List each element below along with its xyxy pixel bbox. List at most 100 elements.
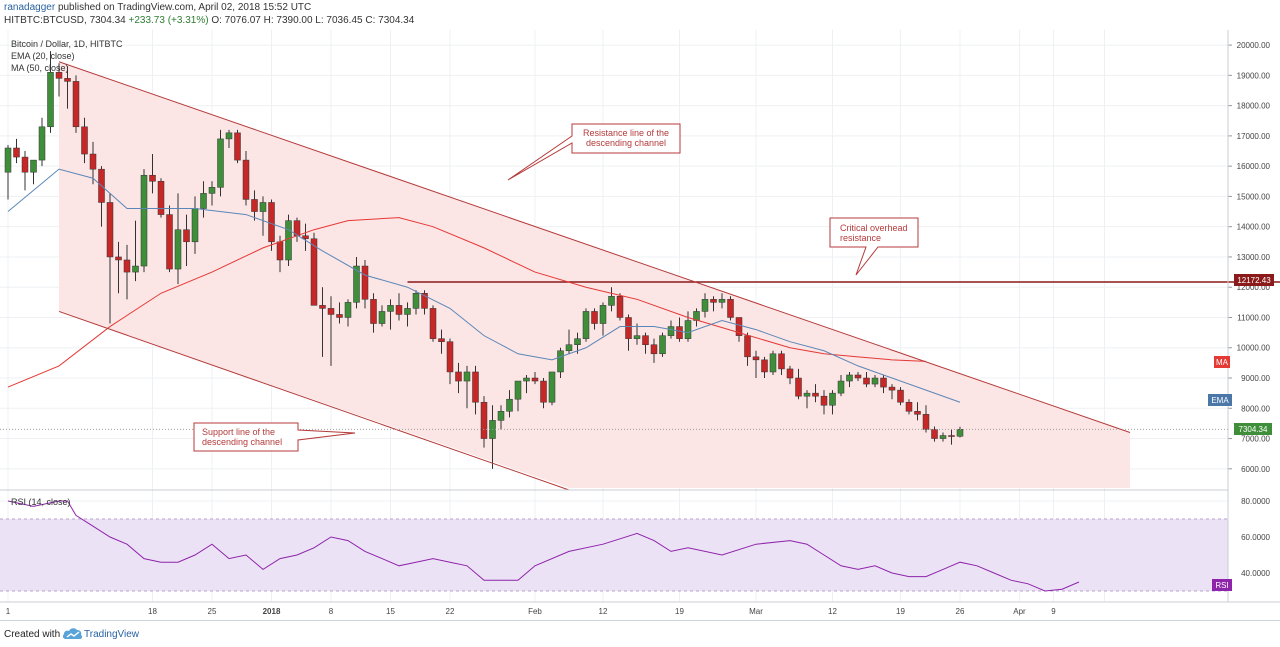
time-tick-label: 15	[386, 607, 395, 616]
time-tick-label: 19	[675, 607, 684, 616]
candle-body	[523, 377, 530, 382]
candle-body	[854, 374, 862, 379]
candle-body	[506, 398, 513, 412]
tradingview-link[interactable]: TradingView	[84, 629, 140, 640]
candle-body	[616, 296, 624, 318]
rsi-tick-label: 60.0000	[1241, 533, 1270, 542]
axis-labels: 6000.00 7000.00 8000.00 9000.00 10000.00 1100…	[6, 41, 1271, 616]
time-tick-label: 12	[828, 607, 837, 616]
candle-body	[812, 392, 819, 397]
price-tick-label: 18000.00	[1237, 102, 1271, 111]
critical-annotation: Critical overhead resistance	[829, 217, 919, 276]
candle-body	[242, 159, 250, 200]
time-tick-label: 2018	[263, 607, 281, 616]
candle-body	[55, 72, 63, 79]
candle-body	[200, 193, 207, 209]
price-tick-label: 11000.00	[1237, 313, 1270, 322]
candle-body	[863, 377, 870, 385]
time-tick-label: 9	[1051, 607, 1056, 616]
legend-rsi: RSI (14, close)	[11, 497, 71, 507]
price-tick-label: 13000.00	[1237, 253, 1271, 262]
candle-body	[387, 305, 394, 312]
candle-body	[30, 159, 37, 173]
author-link[interactable]: ranadagger	[4, 2, 56, 13]
candle-body	[378, 311, 386, 324]
candle-body	[803, 392, 811, 397]
footer: Created with TradingView	[0, 620, 1280, 647]
support-annotation-line-2: descending channel	[202, 437, 282, 447]
support-annotation-line-1: Support line of the	[202, 427, 275, 437]
publish-text: published on TradingView.com, April 02, …	[57, 2, 312, 13]
candle-body	[608, 296, 615, 306]
candle-body	[591, 311, 598, 324]
time-tick-label: 18	[148, 607, 157, 616]
price-chart[interactable]: 6000.00 7000.00 8000.00 9000.00 10000.00 1100…	[0, 30, 1280, 620]
candle-body	[319, 305, 326, 309]
candle-body	[659, 335, 666, 355]
time-tick-label: 12	[599, 607, 608, 616]
time-tick-label: 19	[896, 607, 905, 616]
candle-body	[64, 78, 71, 82]
last-price-tag: 7304.34	[1234, 423, 1272, 435]
candle-body	[897, 389, 904, 403]
candle-body	[225, 132, 233, 140]
candle-body	[582, 311, 590, 339]
channel-fill	[59, 61, 1130, 488]
price-tick-label: 12000.00	[1237, 283, 1271, 292]
candle-body	[548, 371, 556, 403]
candle-body	[557, 350, 564, 373]
candle-body	[735, 317, 743, 336]
candle-body	[642, 335, 649, 345]
candle-body	[370, 299, 377, 324]
price-tick-label: 10000.00	[1237, 344, 1271, 353]
candle-body	[4, 147, 12, 173]
ma-line	[7, 217, 927, 388]
candle-body	[718, 299, 726, 303]
candle-body	[701, 299, 709, 312]
candle-body	[166, 214, 173, 270]
candle-body	[829, 392, 836, 406]
resistance-line	[58, 61, 1131, 433]
candle-body	[302, 235, 309, 240]
candle-body	[429, 308, 437, 339]
candle-body	[327, 308, 335, 315]
price-tick-label: 14000.00	[1237, 223, 1271, 232]
candle-body	[251, 199, 258, 212]
candle-body	[259, 202, 267, 212]
candle-body	[786, 368, 794, 379]
time-tick-label: 26	[956, 607, 965, 616]
price-tick-label: 9000.00	[1241, 374, 1270, 383]
rsi-tick-label: 40.0000	[1241, 569, 1270, 578]
candle-body	[880, 377, 887, 388]
candle-body	[115, 256, 122, 261]
candle-body	[820, 395, 828, 406]
candle-body	[761, 359, 768, 373]
candle-body	[412, 293, 420, 309]
candle-body	[89, 153, 97, 170]
candle-body	[395, 305, 403, 315]
rsi-line	[7, 500, 1080, 592]
candle-body	[208, 187, 216, 194]
time-tick-label: Feb	[528, 607, 542, 616]
candles	[4, 51, 964, 469]
price-tick-label: 19000.00	[1237, 71, 1271, 80]
candle-body	[514, 380, 522, 400]
candle-body	[336, 314, 343, 318]
candle-body	[183, 229, 190, 243]
candle-body	[710, 299, 717, 303]
candle-body	[905, 401, 913, 412]
ema-tag-text: EMA	[1211, 396, 1229, 405]
ema-line	[7, 168, 961, 403]
time-tick-label: Apr	[1013, 607, 1026, 616]
candle-body	[21, 156, 29, 173]
rsi-band	[0, 518, 1228, 592]
price-tick-label: 6000.00	[1241, 465, 1270, 474]
candle-body	[727, 299, 734, 318]
resistance-annotation-line-1: Resistance line of the	[583, 128, 669, 138]
last-price-tag-text: 7304.34	[1239, 425, 1268, 434]
legend-title: Bitcoin / Dollar, 1D, HITBTC	[11, 39, 123, 49]
legend-ma: MA (50, close)	[11, 63, 69, 73]
candle-body	[769, 353, 777, 373]
candle-body	[446, 341, 454, 373]
candle-body	[268, 202, 275, 243]
